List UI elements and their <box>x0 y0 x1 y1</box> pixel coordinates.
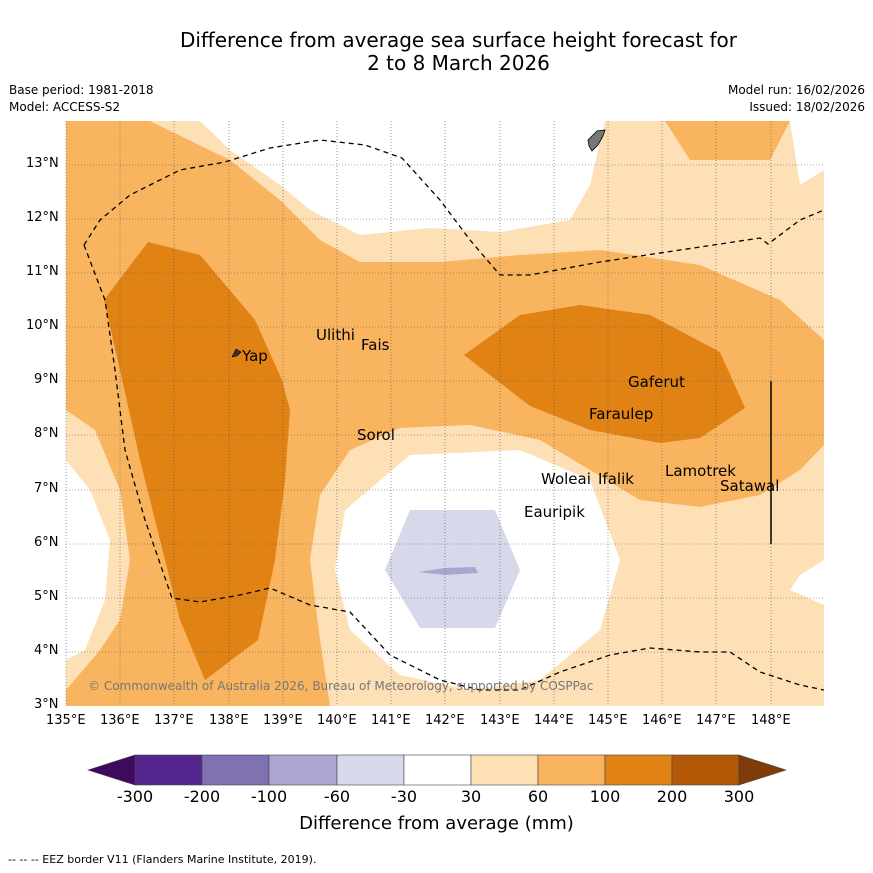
colorbar-swatch <box>671 754 740 786</box>
lon-label: 135°E <box>46 713 86 728</box>
place-ifalik: Ifalik <box>598 470 634 488</box>
colorbar-tick: -300 <box>116 787 154 806</box>
lat-label: 3°N <box>34 697 59 712</box>
lat-label: 10°N <box>26 318 59 333</box>
place-eauripik: Eauripik <box>524 503 585 521</box>
colorbar-extend-low <box>87 754 136 786</box>
lon-label: 146°E <box>642 713 682 728</box>
colorbar-tick: -60 <box>323 787 351 806</box>
eez-footnote: -- -- -- EEZ border V11 (Flanders Marine… <box>8 853 317 866</box>
model-run: Model run: 16/02/2026 <box>727 83 865 97</box>
lon-label: 145°E <box>588 713 628 728</box>
base-period: Base period: 1981-2018 <box>9 83 154 97</box>
place-yap: Yap <box>242 347 268 365</box>
colorbar-swatch <box>201 754 270 786</box>
place-fais: Fais <box>361 336 390 354</box>
title-line-1: Difference from average sea surface heig… <box>179 28 738 52</box>
lon-label: 141°E <box>371 713 411 728</box>
colorbar-swatch <box>403 754 472 786</box>
colorbar-swatch <box>336 754 405 786</box>
graticule <box>65 121 824 706</box>
colorbar-swatch <box>537 754 606 786</box>
colorbar-extend-high <box>738 754 787 786</box>
colorbar-swatch <box>604 754 673 786</box>
place-woleai: Woleai <box>541 470 591 488</box>
place-gaferut: Gaferut <box>628 373 685 391</box>
lon-label: 142°E <box>425 713 465 728</box>
place-ulithi: Ulithi <box>316 326 355 344</box>
colorbar-tick: -200 <box>183 787 221 806</box>
band-100-200-west <box>104 242 290 680</box>
lat-label: 11°N <box>26 264 59 279</box>
lat-label: 8°N <box>34 426 59 441</box>
lon-label: 140°E <box>317 713 357 728</box>
colorbar-swatch <box>470 754 539 786</box>
lat-label: 6°N <box>34 535 59 550</box>
title-line-2: 2 to 8 March 2026 <box>367 51 550 75</box>
yap-island <box>231 348 242 358</box>
eez-border-north <box>83 139 824 276</box>
band-100-200-east <box>464 305 745 443</box>
colorbar-tick: 60 <box>527 787 549 806</box>
lon-label: 139°E <box>263 713 303 728</box>
model-name: Model: ACCESS-S2 <box>9 100 121 114</box>
place-lamotrek: Lamotrek <box>665 462 736 480</box>
colorbar <box>87 754 787 786</box>
lon-label: 138°E <box>209 713 249 728</box>
white-north <box>200 121 605 235</box>
place-faraulep: Faraulep <box>589 405 654 423</box>
colorbar-tick: 100 <box>589 787 621 806</box>
lon-label: 148°E <box>751 713 791 728</box>
place-sorol: Sorol <box>357 426 395 444</box>
contour-field <box>66 121 824 706</box>
colorbar-swatch <box>134 754 203 786</box>
lat-label: 9°N <box>34 372 59 387</box>
lat-label: 13°N <box>26 156 59 171</box>
lon-label: 137°E <box>154 713 194 728</box>
lon-label: 144°E <box>534 713 574 728</box>
colorbar-swatch <box>268 754 338 786</box>
copyright-note: © Commonwealth of Australia 2026, Bureau… <box>88 679 594 693</box>
white-east <box>790 560 824 605</box>
place-satawal: Satawal <box>720 477 780 495</box>
colorbar-tick: 200 <box>656 787 688 806</box>
colorbar-tick: -100 <box>250 787 288 806</box>
white-northeast <box>790 121 824 185</box>
issued-date: Issued: 18/02/2026 <box>749 100 865 114</box>
guam-island <box>587 129 606 152</box>
lat-label: 7°N <box>34 481 59 496</box>
colorbar-label: Difference from average (mm) <box>299 813 574 834</box>
colorbar-tick: 30 <box>460 787 482 806</box>
white-west <box>66 460 110 660</box>
lon-label: 147°E <box>696 713 736 728</box>
band-minus60-minus100 <box>418 567 478 575</box>
lat-label: 4°N <box>34 643 59 658</box>
lon-label: 143°E <box>480 713 520 728</box>
lat-label: 5°N <box>34 589 59 604</box>
lon-label: 136°E <box>100 713 140 728</box>
lat-label: 12°N <box>26 210 59 225</box>
band-60-100-north <box>665 121 790 160</box>
colorbar-tick: -30 <box>390 787 418 806</box>
colorbar-tick: 300 <box>723 787 755 806</box>
